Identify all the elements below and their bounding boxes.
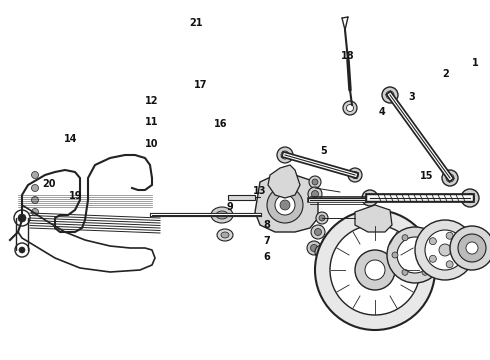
Circle shape xyxy=(366,194,374,202)
Circle shape xyxy=(315,210,435,330)
Text: 15: 15 xyxy=(419,171,433,181)
Circle shape xyxy=(429,238,437,245)
Circle shape xyxy=(14,210,30,226)
Text: 7: 7 xyxy=(264,236,270,246)
Circle shape xyxy=(31,197,39,203)
Ellipse shape xyxy=(216,211,228,219)
Circle shape xyxy=(439,244,451,256)
Circle shape xyxy=(267,187,303,223)
Circle shape xyxy=(466,194,474,202)
Circle shape xyxy=(392,252,398,258)
Text: 18: 18 xyxy=(341,51,355,61)
Ellipse shape xyxy=(217,229,233,241)
Text: 11: 11 xyxy=(145,117,159,127)
Text: 19: 19 xyxy=(69,191,83,201)
Text: 9: 9 xyxy=(227,202,234,212)
Circle shape xyxy=(422,235,428,241)
Circle shape xyxy=(319,215,325,221)
Circle shape xyxy=(351,171,359,179)
Circle shape xyxy=(309,176,321,188)
Circle shape xyxy=(442,170,458,186)
Text: 10: 10 xyxy=(145,139,159,149)
Circle shape xyxy=(432,252,438,258)
Circle shape xyxy=(382,87,398,103)
Circle shape xyxy=(422,269,428,275)
Ellipse shape xyxy=(221,232,229,238)
Text: 2: 2 xyxy=(442,69,449,79)
Text: 5: 5 xyxy=(320,146,327,156)
Circle shape xyxy=(311,225,325,239)
Circle shape xyxy=(280,200,290,210)
Circle shape xyxy=(308,187,322,201)
Circle shape xyxy=(415,220,475,280)
Text: 20: 20 xyxy=(42,179,56,189)
Circle shape xyxy=(31,208,39,216)
Text: 16: 16 xyxy=(214,119,227,129)
Circle shape xyxy=(461,189,479,207)
Circle shape xyxy=(311,244,318,252)
Circle shape xyxy=(316,212,328,224)
Circle shape xyxy=(15,243,29,257)
Polygon shape xyxy=(268,165,300,198)
Circle shape xyxy=(446,261,453,268)
Circle shape xyxy=(312,179,318,185)
Circle shape xyxy=(330,225,420,315)
Circle shape xyxy=(466,242,478,254)
Text: 3: 3 xyxy=(408,92,415,102)
Circle shape xyxy=(281,151,289,159)
Circle shape xyxy=(457,247,464,253)
Circle shape xyxy=(450,226,490,270)
Circle shape xyxy=(365,260,385,280)
Text: 1: 1 xyxy=(472,58,479,68)
Text: 21: 21 xyxy=(189,18,203,28)
Circle shape xyxy=(318,248,325,256)
Text: 12: 12 xyxy=(145,96,159,106)
Circle shape xyxy=(402,269,408,275)
Circle shape xyxy=(19,247,25,253)
Circle shape xyxy=(446,232,453,239)
Circle shape xyxy=(386,91,394,99)
Circle shape xyxy=(343,101,357,115)
Circle shape xyxy=(355,250,395,290)
Circle shape xyxy=(387,227,443,283)
Text: 8: 8 xyxy=(264,220,270,230)
Circle shape xyxy=(362,190,378,206)
Text: 6: 6 xyxy=(264,252,270,262)
Circle shape xyxy=(346,104,353,112)
Polygon shape xyxy=(255,175,318,232)
Circle shape xyxy=(275,195,295,215)
Text: 14: 14 xyxy=(64,134,78,144)
Circle shape xyxy=(307,241,321,255)
Polygon shape xyxy=(228,195,255,200)
Circle shape xyxy=(429,255,437,262)
Circle shape xyxy=(397,237,433,273)
Circle shape xyxy=(315,245,329,259)
Text: 4: 4 xyxy=(379,107,386,117)
Circle shape xyxy=(348,168,362,182)
Circle shape xyxy=(402,235,408,241)
Text: 13: 13 xyxy=(253,186,267,196)
Circle shape xyxy=(315,229,321,235)
Circle shape xyxy=(277,147,293,163)
Circle shape xyxy=(425,230,465,270)
Polygon shape xyxy=(355,205,392,232)
Circle shape xyxy=(31,171,39,179)
Circle shape xyxy=(458,234,486,262)
Text: 17: 17 xyxy=(194,80,208,90)
Circle shape xyxy=(446,174,454,182)
Circle shape xyxy=(18,214,26,222)
Circle shape xyxy=(31,184,39,192)
Circle shape xyxy=(312,190,318,198)
Ellipse shape xyxy=(211,207,233,223)
